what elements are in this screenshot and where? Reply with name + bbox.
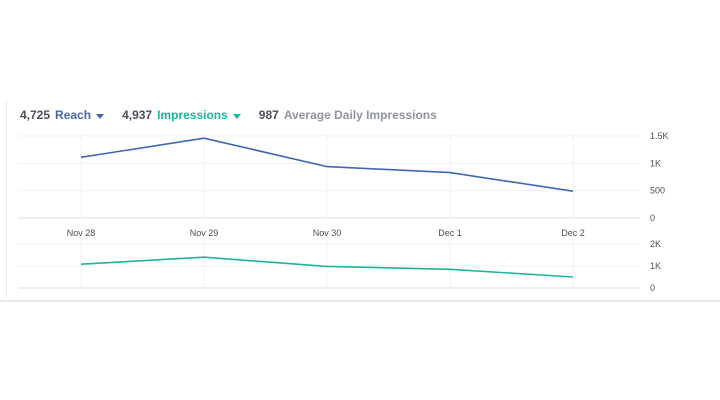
reach-value: 4,725 (20, 108, 51, 122)
y-tick-label: 0 (650, 213, 655, 223)
average-label: Average Daily Impressions (283, 108, 437, 122)
y-tick-label: 1K (650, 261, 661, 271)
impressions-value: 4,937 (122, 108, 153, 122)
metrics-summary-bar: 4,725 Reach 4,937 Impressions 987 Averag… (20, 106, 437, 124)
impressions-metric-dropdown[interactable]: 4,937 Impressions (122, 108, 241, 122)
impressions-label: Impressions (157, 108, 228, 122)
insights-charts: 0 500 1K 1.5K Nov 28 Nov 29 Nov 30 Dec 1 Dec 2 0 1… (18, 131, 669, 293)
y-tick-label: 1.5K (650, 131, 669, 141)
caret-down-icon (96, 113, 105, 119)
average-value: 987 (258, 108, 279, 122)
panel-bottom-border (0, 300, 720, 302)
caret-down-icon (232, 113, 241, 119)
average-daily-impressions: 987 Average Daily Impressions (259, 108, 437, 122)
y-tick-label: 1K (650, 158, 661, 168)
y-tick-label: 500 (650, 186, 665, 196)
x-tick-label: Dec 1 (438, 228, 462, 238)
x-tick-label: Dec 2 (561, 228, 585, 238)
x-tick-label: Nov 30 (313, 228, 342, 238)
reach-metric-dropdown[interactable]: 4,725 Reach (20, 108, 105, 122)
y-tick-label: 0 (650, 283, 655, 293)
insights-panel: 4,725 Reach 4,937 Impressions 987 Averag… (0, 100, 720, 302)
x-tick-label: Nov 29 (190, 228, 219, 238)
y-tick-label: 2K (650, 239, 661, 249)
reach-label: Reach (55, 108, 92, 122)
x-tick-label: Nov 28 (67, 228, 96, 238)
panel-left-border (6, 100, 7, 298)
